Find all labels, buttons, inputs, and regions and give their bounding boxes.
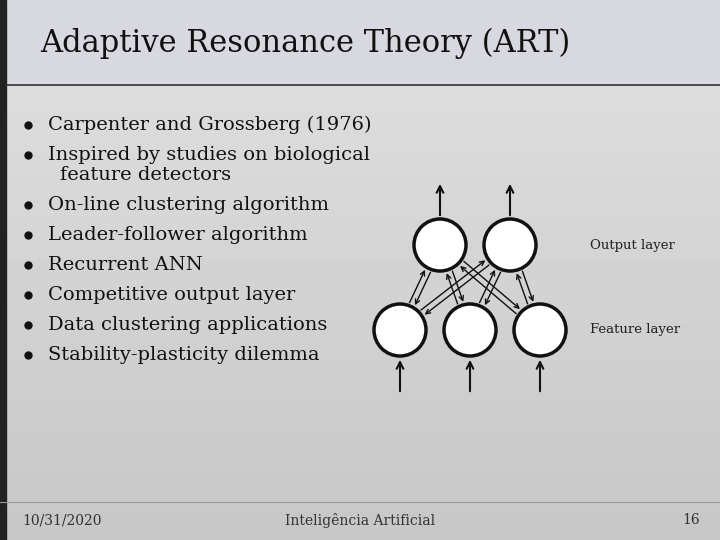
Text: Leader-follower algorithm: Leader-follower algorithm <box>48 226 307 244</box>
Text: Adaptive Resonance Theory (ART): Adaptive Resonance Theory (ART) <box>40 28 570 59</box>
Text: 10/31/2020: 10/31/2020 <box>22 513 102 527</box>
Text: Inteligência Artificial: Inteligência Artificial <box>285 512 435 528</box>
Text: Data clustering applications: Data clustering applications <box>48 316 328 334</box>
Text: Carpenter and Grossberg (1976): Carpenter and Grossberg (1976) <box>48 116 372 134</box>
Text: Competitive output layer: Competitive output layer <box>48 286 295 304</box>
Text: Stability-plasticity dilemma: Stability-plasticity dilemma <box>48 346 320 364</box>
Text: Inspired by studies on biological: Inspired by studies on biological <box>48 146 370 164</box>
Circle shape <box>414 219 466 271</box>
Bar <box>0 0 6 540</box>
Text: Feature layer: Feature layer <box>590 323 680 336</box>
Text: On-line clustering algorithm: On-line clustering algorithm <box>48 196 329 214</box>
Circle shape <box>444 304 496 356</box>
Circle shape <box>484 219 536 271</box>
Text: 16: 16 <box>683 513 700 527</box>
Text: Output layer: Output layer <box>590 239 675 252</box>
Circle shape <box>374 304 426 356</box>
Bar <box>6 0 720 85</box>
Circle shape <box>514 304 566 356</box>
Text: feature detectors: feature detectors <box>60 166 231 184</box>
Text: Recurrent ANN: Recurrent ANN <box>48 256 203 274</box>
